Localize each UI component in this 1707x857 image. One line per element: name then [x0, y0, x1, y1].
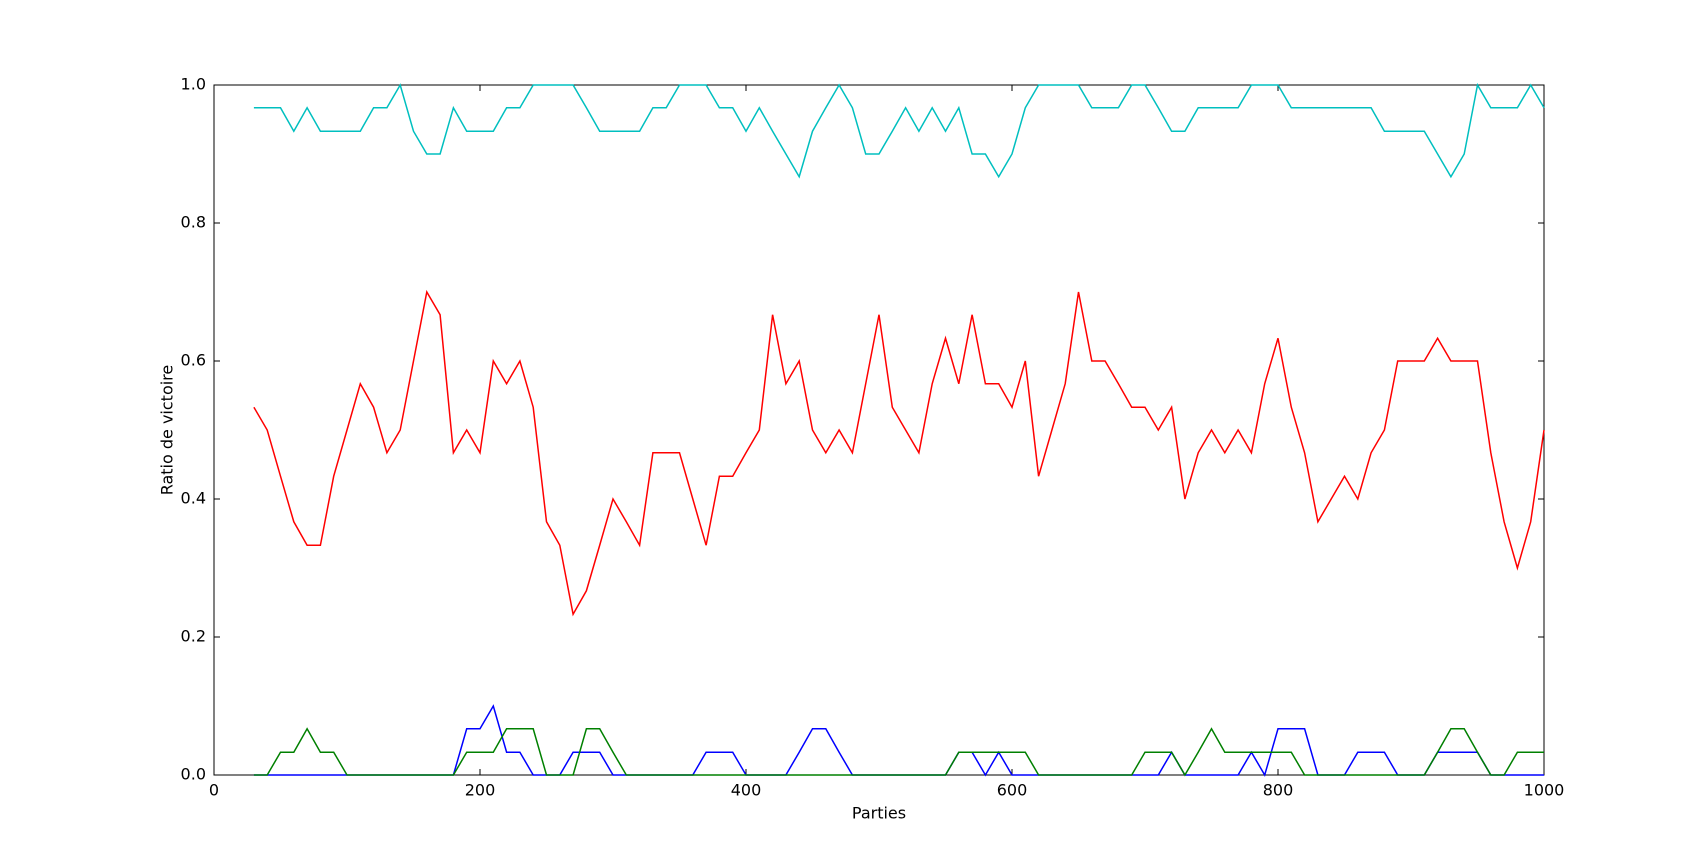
- series-line: [253, 289, 1545, 617]
- y-tick-label: 0.2: [181, 627, 206, 646]
- x-tick-label: 0: [209, 781, 219, 800]
- x-axis-label: Parties: [852, 804, 906, 823]
- x-tick-label: 600: [997, 781, 1028, 800]
- series-line: [253, 82, 1545, 179]
- x-tick-label: 400: [731, 781, 762, 800]
- y-tick-label: 1.0: [181, 75, 206, 94]
- x-tick-label: 1000: [1524, 781, 1565, 800]
- x-tick-label: 200: [465, 781, 496, 800]
- series-line: [253, 727, 1544, 777]
- x-tick-label: 800: [1263, 781, 1294, 800]
- y-tick-label: 0.8: [181, 213, 206, 232]
- plot-frame: [213, 84, 1545, 776]
- y-tick-label: 0.0: [181, 765, 206, 784]
- y-tick-label: 0.4: [181, 489, 206, 508]
- series-line: [253, 704, 1544, 777]
- y-axis-label: Ratio de victoire: [158, 365, 177, 496]
- y-tick-label: 0.6: [181, 351, 206, 370]
